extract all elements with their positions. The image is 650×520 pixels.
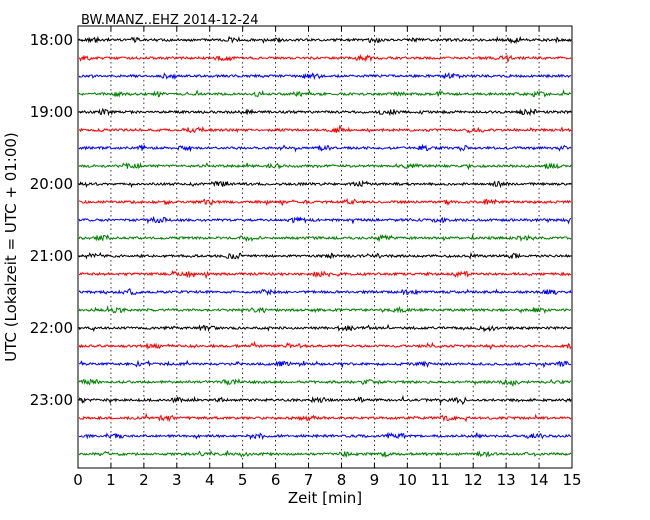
x-tick-label: 10: [398, 471, 417, 489]
x-tick-label: 11: [431, 471, 450, 489]
x-tick-label: 0: [73, 471, 83, 489]
x-tick-label: 2: [139, 471, 149, 489]
x-tick-label: 1: [106, 471, 116, 489]
y-tick-label: 23:00: [30, 391, 73, 409]
x-tick-label: 8: [337, 471, 347, 489]
x-tick-label: 5: [238, 471, 248, 489]
y-tick-label: 21:00: [30, 247, 73, 265]
y-tick-label: 18:00: [30, 31, 73, 49]
x-tick-label: 13: [497, 471, 516, 489]
x-tick-label: 14: [530, 471, 549, 489]
x-tick-label: 9: [370, 471, 380, 489]
x-tick-label: 7: [304, 471, 314, 489]
y-tick-label: 19:00: [30, 103, 73, 121]
y-tick-label: 22:00: [30, 319, 73, 337]
x-tick-label: 3: [172, 471, 182, 489]
x-tick-label: 15: [562, 471, 581, 489]
x-tick-label: 4: [205, 471, 215, 489]
x-tick-label: 12: [464, 471, 483, 489]
x-tick-label: 6: [271, 471, 281, 489]
y-axis-label: UTC (Lokalzeit = UTC + 01:00): [2, 132, 20, 362]
x-axis-label: Zeit [min]: [288, 489, 362, 507]
y-tick-label: 20:00: [30, 175, 73, 193]
